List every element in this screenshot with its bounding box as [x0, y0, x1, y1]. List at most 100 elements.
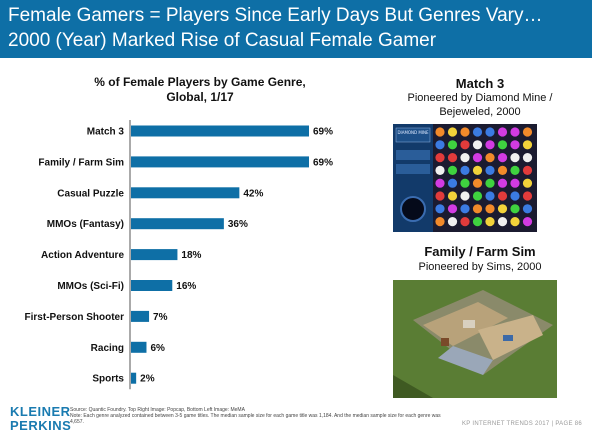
gem — [460, 165, 470, 175]
gem — [460, 127, 470, 137]
gem — [522, 127, 533, 137]
bar — [131, 341, 147, 353]
gem — [435, 204, 445, 214]
gem — [472, 153, 483, 163]
gem — [447, 127, 458, 137]
gem — [472, 165, 483, 175]
gem — [497, 165, 508, 175]
bar — [131, 187, 240, 199]
gem — [485, 191, 495, 201]
match3-title: Match 3 — [455, 76, 505, 91]
bar — [131, 280, 173, 291]
gem — [485, 153, 495, 163]
gem — [435, 217, 445, 227]
gem — [497, 127, 508, 137]
gem — [497, 217, 508, 227]
source-text: Source: Quantic Foundry. Top Right Image… — [70, 407, 245, 413]
value-label: 36% — [228, 219, 248, 230]
category-label: Racing — [91, 343, 124, 354]
gem — [497, 178, 508, 188]
value-label: 16% — [176, 281, 196, 292]
gem — [522, 178, 533, 188]
gem — [522, 191, 533, 201]
chart-title-line2: Global, 1/17 — [166, 90, 234, 104]
category-label: Match 3 — [87, 127, 125, 138]
gem — [447, 191, 458, 201]
value-label: 69% — [313, 157, 333, 168]
value-label: 42% — [243, 188, 263, 199]
kleiner-perkins-logo: KLEINER PERKINS — [10, 405, 71, 433]
gem — [435, 153, 445, 163]
value-label: 6% — [150, 343, 165, 354]
category-label: Action Adventure — [41, 250, 124, 261]
gem — [510, 178, 520, 188]
gem — [447, 140, 458, 150]
gem — [447, 204, 458, 214]
gem — [497, 191, 508, 201]
gem — [497, 153, 508, 163]
gem — [472, 178, 483, 188]
category-label: MMOs (Fantasy) — [47, 219, 124, 230]
bar — [131, 218, 224, 230]
category-label: MMOs (Sci-Fi) — [57, 281, 124, 292]
gem — [497, 140, 508, 150]
note-text: Note: Each genre analyzed contained betw… — [70, 413, 441, 425]
gem — [510, 127, 520, 137]
gem — [472, 204, 483, 214]
gem — [510, 153, 520, 163]
match3-subtitle-line2: Bejeweled, 2000 — [439, 106, 521, 118]
gem — [435, 191, 445, 201]
page-footnote: KP INTERNET TRENDS 2017 | PAGE 86 — [461, 421, 582, 427]
bar — [131, 310, 150, 322]
gem — [510, 217, 520, 227]
gem — [510, 204, 520, 214]
value-label: 7% — [153, 312, 168, 323]
bar-chart: Match 3 69% Family / Farm Sim 69% Casual Puz… — [25, 120, 333, 390]
gem — [435, 127, 445, 137]
category-label: Sports — [92, 374, 124, 385]
gem — [435, 165, 445, 175]
slide-title-line2: 2000 (Year) Marked Rise of Casual Female… — [8, 30, 437, 51]
bar — [131, 125, 309, 137]
gem — [472, 217, 483, 227]
bar — [131, 249, 178, 261]
gem — [522, 165, 533, 175]
gem — [472, 127, 483, 137]
gem — [447, 178, 458, 188]
gem — [472, 191, 483, 201]
diamond-mine-screenshot: DIAMOND MINE — [393, 124, 537, 232]
logo-line1: KLEINER — [10, 404, 71, 419]
gem — [447, 153, 458, 163]
match3-subtitle-line1: Pioneered by Diamond Mine / — [407, 92, 553, 104]
bar — [131, 372, 137, 384]
gem — [522, 204, 533, 214]
category-label: First-Person Shooter — [25, 312, 125, 323]
game-logo-text: DIAMOND MINE — [397, 130, 429, 135]
gem — [522, 217, 533, 227]
slide-title-line1: Female Gamers = Players Since Early Days… — [8, 5, 543, 26]
gem — [447, 165, 458, 175]
gem — [522, 140, 533, 150]
gem — [460, 191, 470, 201]
gem — [447, 217, 458, 227]
gem — [460, 217, 470, 227]
gem — [460, 153, 470, 163]
farm-sim-subtitle: Pioneered by Sims, 2000 — [418, 261, 542, 273]
sims-screenshot — [393, 280, 557, 398]
gem — [522, 153, 533, 163]
category-label: Casual Puzzle — [57, 188, 124, 199]
gem — [510, 191, 520, 201]
bar — [131, 156, 309, 168]
gem — [485, 178, 495, 188]
gem — [460, 140, 470, 150]
gem — [510, 165, 520, 175]
gem — [485, 204, 495, 214]
source-note: Source: Quantic Foundry. Top Right Image… — [70, 407, 450, 425]
farm-sim-title: Family / Farm Sim — [424, 244, 536, 259]
gem — [485, 140, 495, 150]
gem — [460, 204, 470, 214]
slide-header: Female Gamers = Players Since Early Days… — [0, 0, 592, 58]
chart-title-line1: % of Female Players by Game Genre, — [94, 75, 306, 89]
gem — [485, 127, 495, 137]
